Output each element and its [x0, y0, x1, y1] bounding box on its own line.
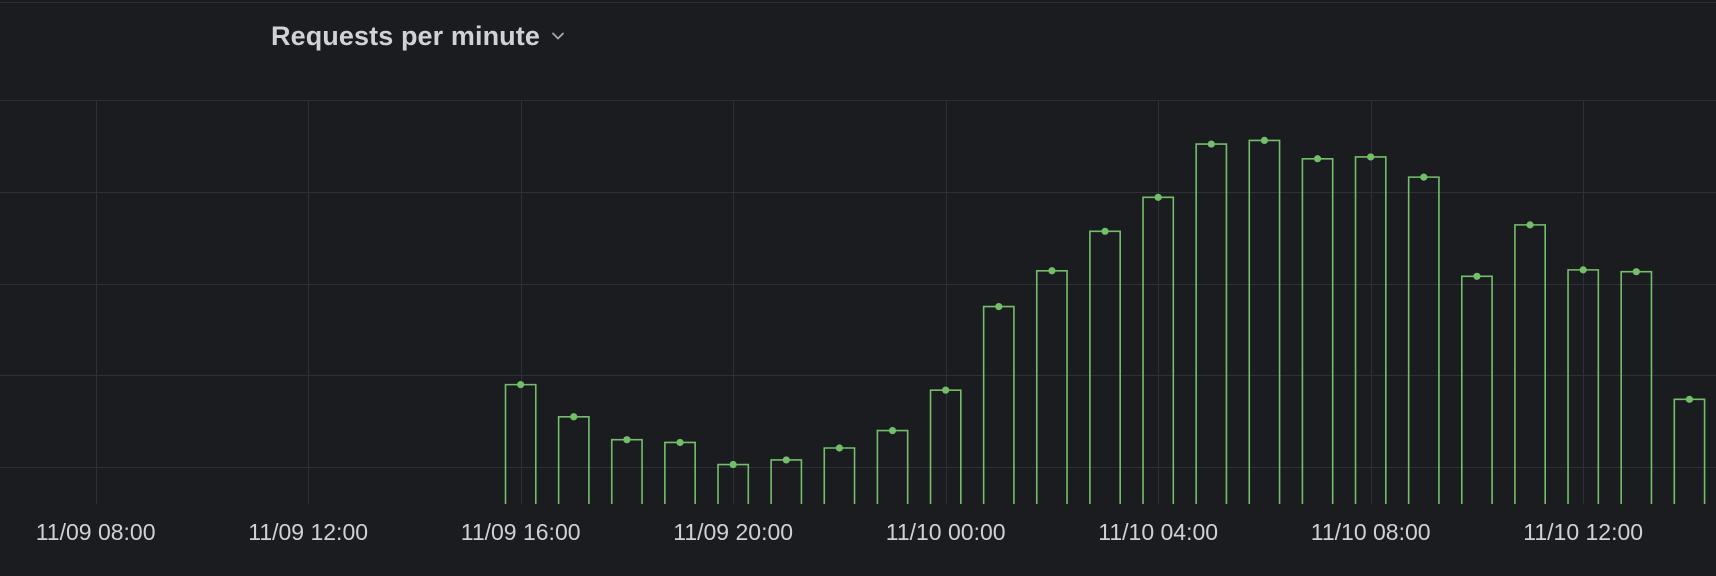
bar-outline: [1035, 269, 1068, 504]
bar-point[interactable]: [1048, 267, 1056, 275]
bar-point[interactable]: [570, 413, 578, 421]
bar[interactable]: [664, 438, 696, 504]
bar[interactable]: [770, 456, 803, 504]
bar-point[interactable]: [1154, 193, 1162, 201]
bar[interactable]: [1620, 268, 1653, 504]
bar-outline: [557, 415, 590, 504]
bar-point[interactable]: [623, 436, 631, 444]
bar-point[interactable]: [1632, 268, 1640, 276]
x-tick-label: 11/10 12:00: [1523, 519, 1643, 545]
x-tick-label: 11/10 08:00: [1311, 519, 1431, 545]
bar-point[interactable]: [942, 386, 950, 394]
x-tick-label: 11/09 12:00: [248, 519, 368, 545]
bar-point[interactable]: [676, 438, 684, 447]
bar[interactable]: [1142, 193, 1175, 504]
bar[interactable]: [1514, 221, 1546, 504]
bar[interactable]: [823, 444, 856, 504]
bar-point[interactable]: [888, 426, 897, 435]
bar-series: [504, 136, 1706, 504]
bar-outline: [1301, 157, 1334, 504]
x-tick-label: 11/09 20:00: [673, 519, 793, 545]
bar-point[interactable]: [1367, 153, 1375, 161]
bar-outline: [1460, 275, 1493, 504]
bar[interactable]: [1089, 227, 1121, 504]
bar-outline: [929, 389, 962, 504]
x-tick-label: 11/09 16:00: [461, 519, 581, 545]
bar-outline: [1354, 156, 1387, 504]
bar-outline: [1407, 176, 1440, 504]
bar-outline: [610, 438, 643, 504]
bar[interactable]: [717, 460, 750, 504]
bar[interactable]: [982, 302, 1015, 504]
bar-outline: [823, 447, 856, 504]
bar-point[interactable]: [1260, 136, 1269, 144]
bar[interactable]: [504, 381, 537, 504]
bar-point[interactable]: [782, 456, 790, 464]
panel-top-border: [0, 2, 1716, 3]
bar[interactable]: [1195, 140, 1228, 504]
bar[interactable]: [557, 413, 590, 504]
panel-title: Requests per minute: [271, 20, 540, 51]
bar[interactable]: [1248, 136, 1281, 504]
bar-point[interactable]: [1313, 155, 1322, 163]
bar-outline: [1195, 143, 1228, 504]
bar-point[interactable]: [835, 444, 844, 452]
bar[interactable]: [876, 426, 909, 504]
x-axis-ticks: 11/09 08:00 11/09 12:00 11/09 16:00 11/09 2…: [36, 519, 1643, 545]
bar-point[interactable]: [995, 302, 1003, 311]
bar-point[interactable]: [1526, 221, 1534, 229]
bar-point[interactable]: [729, 460, 737, 469]
bar-outline: [1089, 230, 1121, 504]
bar-point[interactable]: [517, 381, 525, 389]
bar[interactable]: [1567, 266, 1600, 504]
bar[interactable]: [929, 386, 962, 504]
x-tick-label: 11/10 04:00: [1098, 519, 1218, 545]
bar-outline: [1248, 139, 1281, 504]
bar-point[interactable]: [1207, 140, 1215, 148]
x-tick-label: 11/09 08:00: [36, 519, 156, 545]
bar-outline: [982, 305, 1015, 504]
panel-header[interactable]: Requests per minute: [271, 18, 566, 54]
bar-point[interactable]: [1101, 227, 1109, 235]
chevron-down-icon[interactable]: [550, 28, 566, 44]
bar-point[interactable]: [1685, 395, 1694, 403]
bar[interactable]: [1301, 155, 1334, 504]
bar[interactable]: [1673, 395, 1706, 504]
grid-lines: [0, 100, 1716, 504]
bar-outline: [1514, 224, 1546, 504]
bar-point[interactable]: [1473, 272, 1481, 280]
bar-outline: [664, 441, 696, 504]
bar[interactable]: [610, 436, 643, 504]
bar-outline: [504, 383, 537, 504]
bar[interactable]: [1407, 173, 1440, 504]
bar-outline: [1673, 398, 1706, 504]
bar[interactable]: [1035, 267, 1068, 504]
bar-point[interactable]: [1579, 266, 1587, 274]
bar-outline: [770, 459, 803, 504]
bar[interactable]: [1460, 272, 1493, 504]
bar-point[interactable]: [1420, 173, 1428, 181]
x-tick-label: 11/10 00:00: [886, 519, 1006, 545]
bar[interactable]: [1354, 153, 1387, 504]
bar-outline: [1620, 270, 1653, 504]
